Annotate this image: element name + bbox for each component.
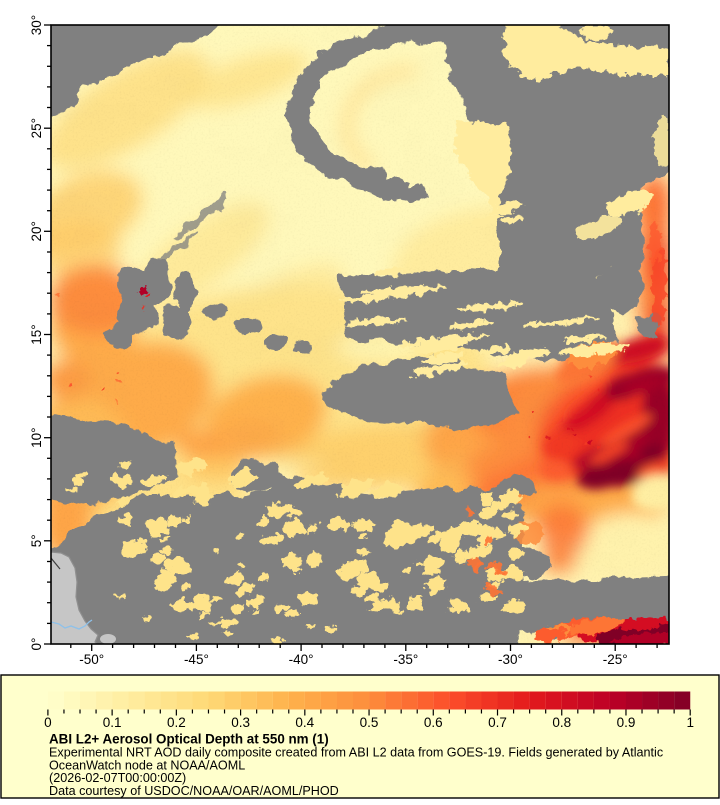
svg-text:0.3: 0.3	[231, 715, 250, 730]
svg-text:0°: 0°	[29, 638, 44, 651]
svg-text:0.8: 0.8	[552, 715, 571, 730]
svg-text:0.4: 0.4	[295, 715, 314, 730]
svg-text:1: 1	[686, 715, 694, 730]
svg-text:(2026-02-07T00:00:00Z): (2026-02-07T00:00:00Z)	[49, 771, 186, 785]
svg-text:-35°: -35°	[393, 652, 418, 667]
svg-text:25°: 25°	[29, 118, 44, 138]
svg-text:0.6: 0.6	[424, 715, 443, 730]
svg-text:10°: 10°	[29, 427, 44, 447]
svg-text:30°: 30°	[29, 15, 44, 35]
svg-text:0.2: 0.2	[167, 715, 186, 730]
svg-text:5°: 5°	[29, 534, 44, 547]
svg-text:-40°: -40°	[289, 652, 314, 667]
svg-text:20°: 20°	[29, 221, 44, 241]
svg-text:ABI L2+ Aerosol Optical Depth: ABI L2+ Aerosol Optical Depth at 550 nm …	[49, 732, 329, 747]
svg-text:0.1: 0.1	[103, 715, 122, 730]
svg-text:-50°: -50°	[79, 652, 104, 667]
svg-text:Data courtesy of USDOC/NOAA/OA: Data courtesy of USDOC/NOAA/OAR/AOML/PHO…	[49, 784, 339, 798]
svg-text:-45°: -45°	[184, 652, 209, 667]
svg-text:15°: 15°	[29, 324, 44, 344]
svg-text:-25°: -25°	[603, 652, 628, 667]
svg-text:-30°: -30°	[498, 652, 523, 667]
svg-text:0.7: 0.7	[488, 715, 507, 730]
svg-text:0.9: 0.9	[617, 715, 636, 730]
svg-text:0.5: 0.5	[360, 715, 379, 730]
svg-text:Experimental NRT AOD daily com: Experimental NRT AOD daily composite cre…	[49, 745, 663, 759]
svg-text:OceanWatch node at NOAA/AOML: OceanWatch node at NOAA/AOML	[49, 758, 245, 772]
svg-text:0: 0	[44, 715, 52, 730]
